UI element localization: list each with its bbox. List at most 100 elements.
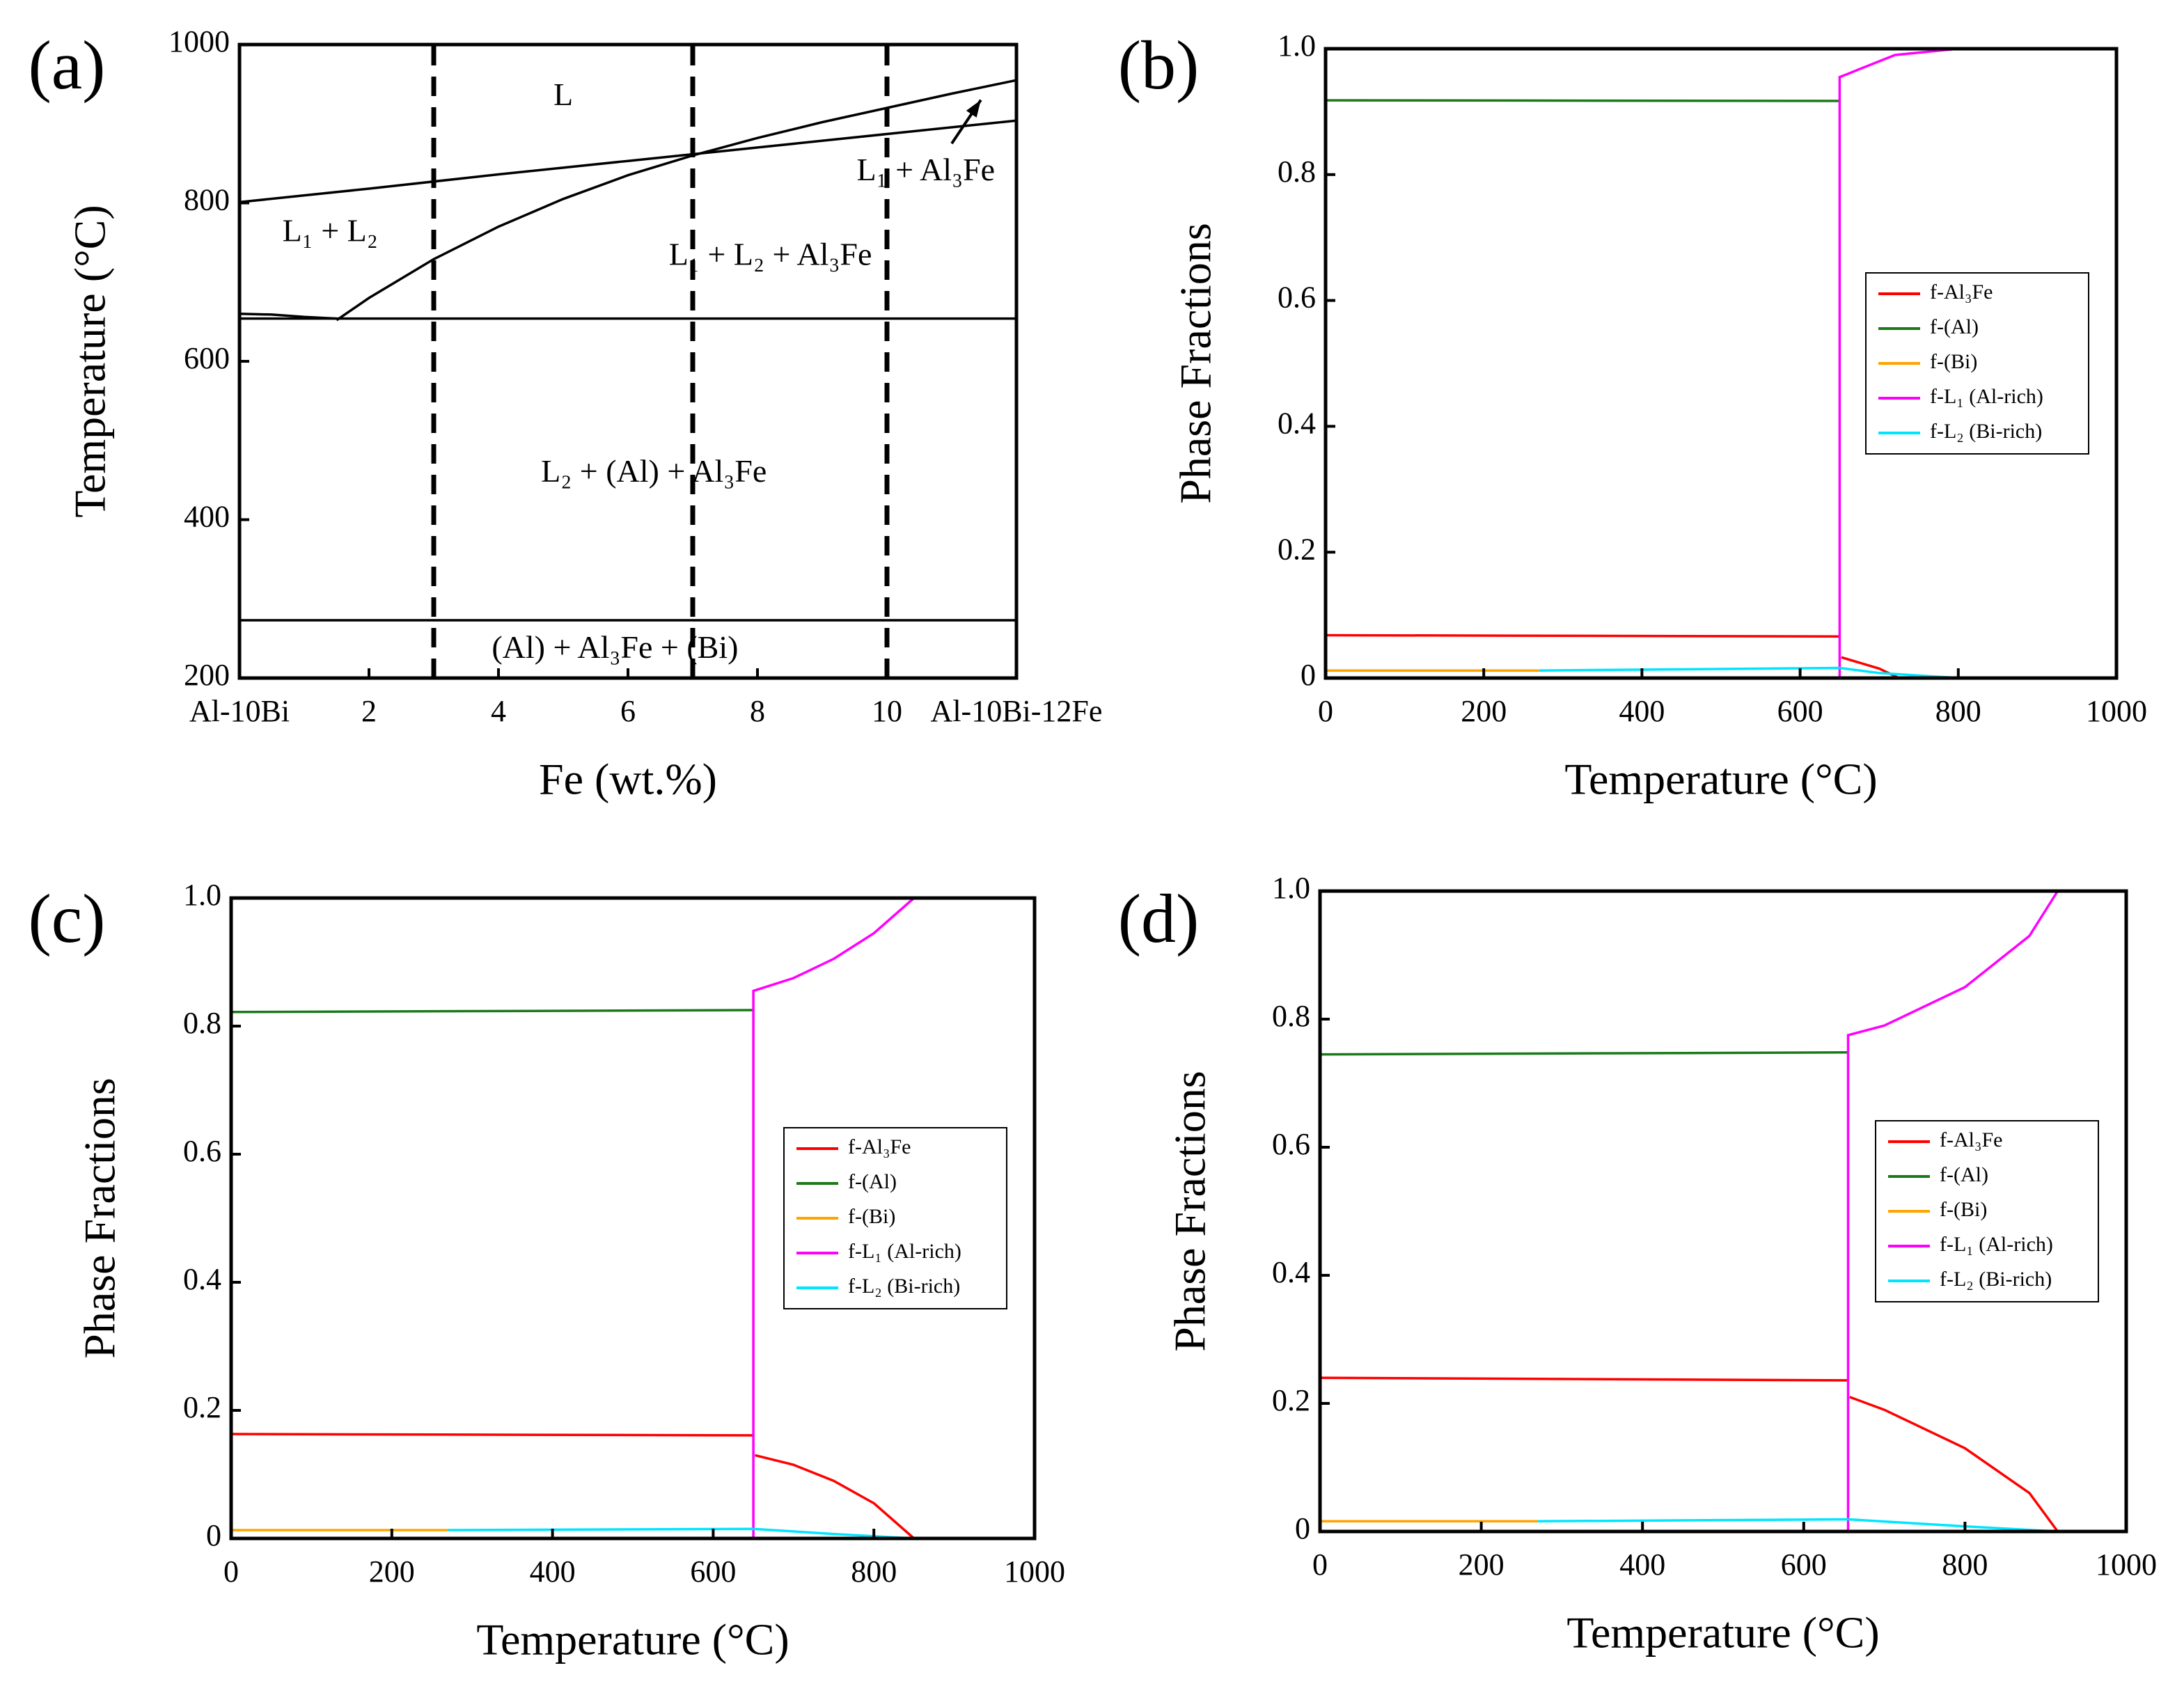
- x-tick-label: 0: [1312, 1548, 1328, 1582]
- x-tick-label: 1000: [2096, 1548, 2157, 1582]
- x-tick-label: 4: [491, 694, 506, 728]
- y-tick-label: 400: [184, 500, 230, 534]
- y-tick-label: 0.2: [183, 1390, 221, 1424]
- legend-label: f-L₁ (Al-rich): [1940, 1233, 2053, 1256]
- series-line: [1319, 1376, 2059, 1533]
- x-axis-title: Temperature (°C): [1564, 755, 1877, 804]
- x-tick-label: Al-10Bi-12Fe: [931, 694, 1103, 728]
- series-line: [1319, 1051, 1848, 1056]
- x-tick-label: 2: [361, 694, 377, 728]
- legend-label: f-Al₃Fe: [848, 1135, 911, 1158]
- series-line: [1537, 1518, 2058, 1533]
- series-line: [230, 1009, 754, 1014]
- x-tick-label: 600: [690, 1554, 736, 1589]
- panel-label: (a): [29, 26, 106, 104]
- region-label: L₁ + Al₃Fe: [857, 152, 996, 187]
- y-tick-label: 0.2: [1272, 1383, 1310, 1417]
- series-line: [752, 897, 916, 1538]
- series-line: [336, 79, 1017, 322]
- legend-label: f-L₁ (Al-rich): [848, 1240, 961, 1263]
- x-tick-label: Al-10Bi: [189, 694, 290, 728]
- y-tick-label: 800: [184, 183, 230, 217]
- x-axis-title: Temperature (°C): [476, 1615, 789, 1664]
- y-axis-title: Phase Fractions: [1165, 1071, 1215, 1352]
- y-tick-label: 0.8: [1278, 155, 1316, 189]
- y-tick-label: 0.8: [183, 1006, 221, 1040]
- y-tick-label: 1.0: [1272, 871, 1310, 905]
- y-tick-label: 0.6: [1278, 281, 1316, 315]
- x-tick-label: 800: [1942, 1548, 1988, 1582]
- y-tick-label: 0.6: [1272, 1127, 1310, 1161]
- x-tick-label: 200: [1461, 694, 1507, 728]
- panel-label: (d): [1118, 880, 1200, 957]
- y-tick-label: 0.6: [183, 1134, 221, 1168]
- y-tick-label: 0.4: [1272, 1255, 1310, 1289]
- x-tick-label: 0: [223, 1554, 239, 1589]
- plot-frame: [1323, 47, 2119, 680]
- y-tick-label: 1000: [168, 24, 230, 58]
- region-label: L: [553, 77, 573, 112]
- x-tick-label: 1000: [2086, 694, 2147, 728]
- plot-frame: [229, 896, 1037, 1541]
- arrow-head: [966, 100, 981, 118]
- x-tick-label: 800: [851, 1554, 897, 1589]
- y-tick-label: 0: [1301, 658, 1316, 692]
- legend-label: f-(Bi): [848, 1205, 895, 1228]
- panel-label: (c): [29, 880, 106, 957]
- x-tick-label: 400: [1619, 1548, 1665, 1582]
- y-tick-label: 0.4: [1278, 406, 1316, 440]
- y-tick-label: 0: [1295, 1511, 1310, 1545]
- legend-label: f-(Bi): [1930, 350, 1977, 373]
- legend-label: f-Al₃Fe: [1930, 281, 1993, 304]
- plot-frame: [237, 42, 1019, 680]
- y-axis-title: Phase Fractions: [1171, 223, 1220, 504]
- series-line: [1838, 47, 1958, 678]
- y-tick-label: 0.8: [1272, 999, 1310, 1033]
- x-tick-label: 200: [369, 1554, 415, 1589]
- region-label: L₁ + L₂: [283, 212, 378, 248]
- y-tick-label: 600: [184, 341, 230, 375]
- panel-label: (b): [1118, 26, 1200, 104]
- x-tick-label: 1000: [1004, 1554, 1065, 1589]
- series-line: [230, 1433, 916, 1540]
- x-tick-label: 8: [750, 694, 765, 728]
- y-tick-label: 0: [206, 1518, 221, 1552]
- legend-label: f-(Al): [1940, 1163, 1988, 1186]
- x-axis-title: Temperature (°C): [1566, 1608, 1879, 1657]
- legend-label: f-L₂ (Bi-rich): [1940, 1268, 2052, 1291]
- legend-label: f-L₁ (Al-rich): [1930, 385, 2043, 408]
- x-tick-label: 600: [1781, 1548, 1827, 1582]
- x-tick-label: 0: [1318, 694, 1333, 728]
- y-tick-label: 1.0: [183, 878, 221, 912]
- x-axis-title: Fe (wt.%): [539, 755, 717, 804]
- legend-label: f-L₂ (Bi-rich): [848, 1275, 960, 1298]
- legend-label: f-(Al): [1930, 315, 1979, 338]
- region-label: (Al) + Al₃Fe + (Bi): [492, 629, 738, 665]
- legend-label: f-L₂ (Bi-rich): [1930, 420, 2042, 443]
- y-tick-label: 0.2: [1278, 532, 1316, 566]
- region-label: L₁ + L₂ + Al₃Fe: [669, 237, 872, 272]
- legend-label: f-(Bi): [1940, 1198, 1987, 1221]
- region-label: L₂ + (Al) + Al₃Fe: [541, 453, 767, 489]
- y-tick-label: 1.0: [1278, 29, 1316, 63]
- x-tick-label: 200: [1459, 1548, 1505, 1582]
- plot-frame: [1318, 889, 2128, 1534]
- series-line: [1325, 99, 1840, 102]
- x-tick-label: 600: [1777, 694, 1823, 728]
- x-tick-label: 800: [1935, 694, 1981, 728]
- y-tick-label: 200: [184, 658, 230, 692]
- x-tick-label: 400: [1619, 694, 1665, 728]
- legend-label: f-Al₃Fe: [1940, 1128, 2002, 1151]
- legend-label: f-(Al): [848, 1170, 897, 1193]
- series-line: [1846, 890, 2059, 1531]
- series-line: [1539, 666, 1958, 679]
- x-tick-label: 6: [620, 694, 636, 728]
- y-axis-title: Phase Fractions: [75, 1078, 125, 1359]
- series-line: [239, 119, 1017, 204]
- x-tick-label: 10: [872, 694, 902, 728]
- x-tick-label: 400: [530, 1554, 576, 1589]
- y-tick-label: 0.4: [183, 1262, 221, 1296]
- y-axis-title: Temperature (°C): [65, 205, 115, 517]
